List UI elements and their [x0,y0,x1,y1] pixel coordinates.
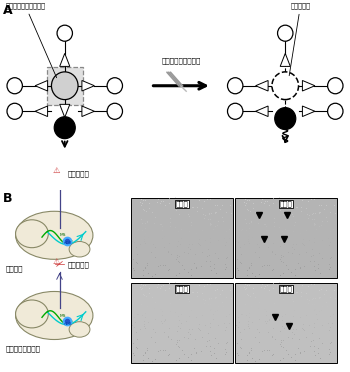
Circle shape [278,25,293,41]
Text: ⚠: ⚠ [53,257,61,266]
Ellipse shape [16,220,48,248]
Text: ⚠: ⚠ [53,166,61,175]
Text: イムノトキシン処理: イムノトキシン処理 [162,57,201,64]
Ellipse shape [16,211,93,259]
Polygon shape [82,80,94,91]
Polygon shape [35,106,48,116]
Polygon shape [60,104,70,118]
Circle shape [7,103,22,119]
Ellipse shape [16,292,93,340]
Circle shape [51,72,78,100]
FancyBboxPatch shape [47,67,83,105]
Ellipse shape [69,322,90,337]
Polygon shape [302,80,315,91]
Polygon shape [280,53,290,67]
Polygon shape [60,53,70,67]
Text: MS: MS [60,314,66,318]
Text: 内側中隔: 内側中隔 [5,265,23,272]
Text: nDB: nDB [64,322,72,326]
Text: 細脹の除去: 細脹の除去 [289,2,310,76]
Text: A: A [3,4,13,17]
Circle shape [328,103,343,119]
FancyBboxPatch shape [131,283,233,363]
Circle shape [272,72,299,100]
Polygon shape [302,106,315,116]
Circle shape [328,78,343,94]
Text: B: B [3,192,12,205]
Circle shape [275,108,296,129]
Circle shape [57,25,72,41]
Text: 脳への注入: 脳への注入 [67,262,89,269]
Text: 正常群: 正常群 [176,201,188,207]
Text: マイネルト基底核: マイネルト基底核 [5,345,40,352]
Circle shape [228,103,243,119]
FancyBboxPatch shape [235,198,337,278]
Circle shape [107,103,122,119]
Polygon shape [256,80,268,91]
Polygon shape [35,80,48,91]
Circle shape [228,78,243,94]
Text: 除去群: 除去群 [280,201,292,207]
FancyBboxPatch shape [235,283,337,363]
Circle shape [107,78,122,94]
Circle shape [7,78,22,94]
Text: 正常群: 正常群 [176,286,188,292]
Ellipse shape [69,241,90,257]
Ellipse shape [16,300,48,328]
Text: nDB: nDB [64,241,72,246]
Text: 脳への注入: 脳への注入 [67,171,89,177]
Text: MS: MS [60,233,66,237]
Polygon shape [256,106,268,116]
Circle shape [54,117,75,139]
Text: 標的タンパク質の発現: 標的タンパク質の発現 [5,2,57,78]
Polygon shape [82,106,94,116]
FancyBboxPatch shape [131,198,233,278]
Text: 除去群: 除去群 [280,286,292,292]
